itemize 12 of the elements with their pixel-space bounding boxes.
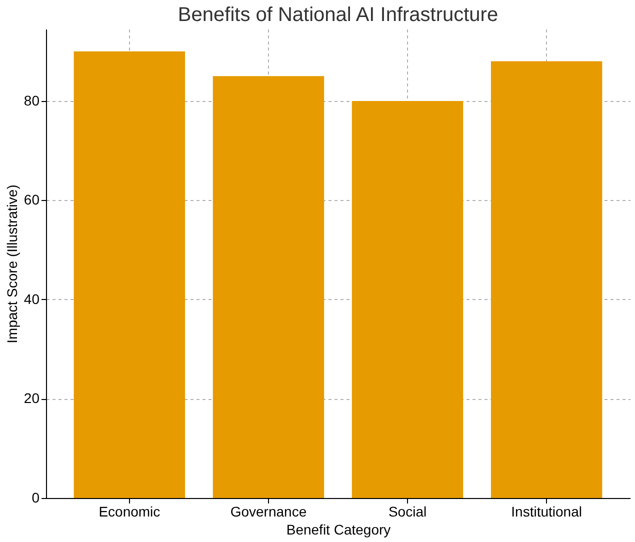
x-tick-label: Economic xyxy=(98,504,160,520)
y-axis-title: Impact Score (Illustrative) xyxy=(4,184,20,344)
x-axis-title: Benefit Category xyxy=(286,522,391,538)
y-tick-label: 40 xyxy=(24,290,40,307)
chart-title: Benefits of National AI Infrastructure xyxy=(178,4,498,26)
y-tick-label: 20 xyxy=(24,390,40,406)
y-tick-label: 80 xyxy=(24,92,40,108)
x-tick-label: Social xyxy=(388,504,427,520)
x-tick-label: Governance xyxy=(230,504,307,520)
y-tick-label: 0 xyxy=(32,490,40,506)
y-tick-label: 60 xyxy=(24,192,40,208)
x-tick-label: Institutional xyxy=(511,504,582,520)
